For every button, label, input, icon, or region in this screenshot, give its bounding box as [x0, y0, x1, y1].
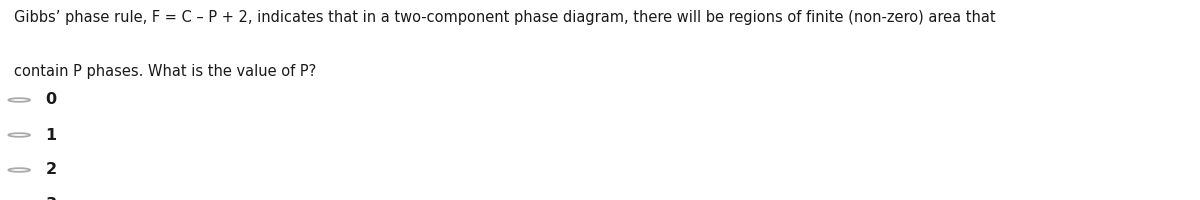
- Text: contain P phases. What is the value of P?: contain P phases. What is the value of P…: [14, 64, 317, 79]
- Text: 0: 0: [46, 92, 56, 108]
- Text: 3: 3: [46, 197, 56, 200]
- Text: 1: 1: [46, 128, 56, 142]
- Text: 2: 2: [46, 162, 56, 178]
- Text: Gibbs’ phase rule, F = C – P + 2, indicates that in a two-component phase diagra: Gibbs’ phase rule, F = C – P + 2, indica…: [14, 10, 996, 25]
